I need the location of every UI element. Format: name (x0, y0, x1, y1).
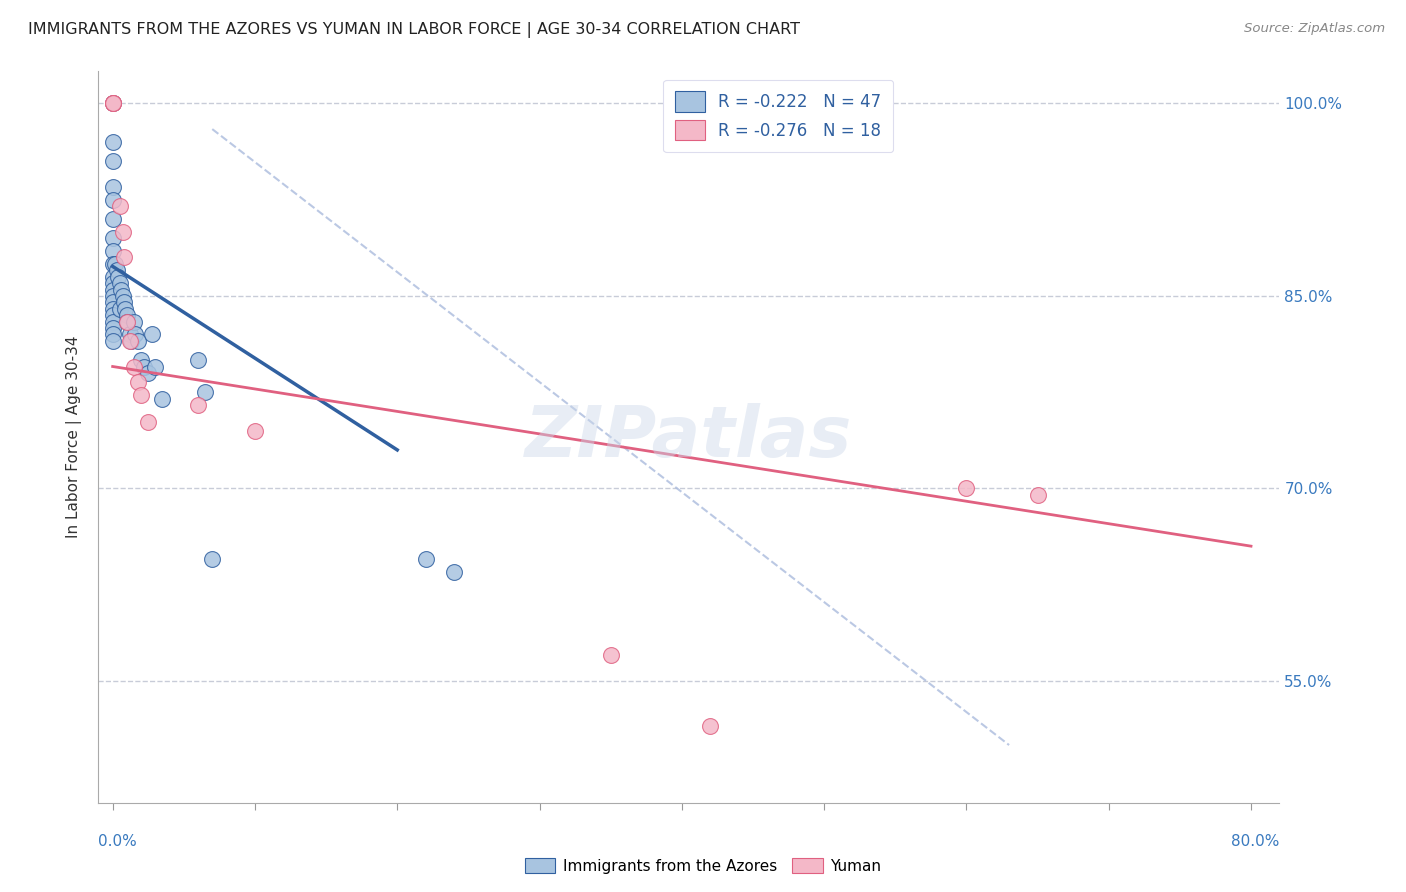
Point (114, 301, 136, 316)
Point (101, 96, 124, 111)
Text: Source: ZipAtlas.com: Source: ZipAtlas.com (1244, 22, 1385, 36)
Point (101, 321, 124, 335)
Legend: Immigrants from the Azores, Yuman: Immigrants from the Azores, Yuman (519, 852, 887, 880)
Text: ZIPatlas: ZIPatlas (526, 402, 852, 472)
Point (152, 392, 174, 406)
Point (101, 211, 124, 226)
Point (129, 353, 152, 368)
Point (127, 334, 149, 348)
Point (101, 308, 124, 322)
Point (112, 251, 135, 265)
Point (127, 375, 149, 389)
Point (243, 424, 266, 438)
Point (122, 315, 145, 329)
Point (201, 552, 224, 566)
Point (115, 308, 138, 322)
Legend: R = -0.222   N = 47, R = -0.276   N = 18: R = -0.222 N = 47, R = -0.276 N = 18 (664, 79, 893, 152)
Point (105, 263, 128, 277)
Point (101, 315, 124, 329)
Point (194, 385, 217, 400)
Point (101, 96, 124, 111)
Point (120, 334, 142, 348)
Point (101, 135, 124, 149)
Point (129, 388, 152, 402)
Point (124, 327, 146, 342)
Point (101, 154, 124, 169)
Point (101, 179, 124, 194)
Point (699, 719, 721, 733)
Point (122, 359, 145, 374)
Text: 0.0%: 0.0% (98, 834, 138, 849)
Point (101, 334, 124, 348)
Point (443, 565, 465, 579)
Point (187, 398, 209, 412)
Point (112, 295, 135, 310)
Point (108, 199, 131, 213)
Point (187, 353, 209, 368)
Point (132, 359, 155, 374)
Point (101, 301, 124, 316)
Point (143, 359, 166, 374)
Point (101, 283, 124, 297)
Point (101, 96, 124, 111)
Point (118, 327, 141, 342)
Point (101, 327, 124, 342)
Y-axis label: In Labor Force | Age 30-34: In Labor Force | Age 30-34 (66, 335, 83, 539)
Point (104, 257, 127, 271)
Point (955, 482, 977, 496)
Point (101, 295, 124, 310)
Point (111, 225, 134, 239)
Point (415, 552, 437, 566)
Point (108, 301, 131, 316)
Point (1026, 488, 1049, 502)
Point (101, 193, 124, 207)
Point (101, 231, 124, 245)
Point (111, 289, 134, 303)
Point (599, 648, 621, 663)
Point (115, 315, 138, 329)
Point (101, 257, 124, 271)
Point (107, 269, 129, 284)
Point (136, 415, 159, 429)
Text: 80.0%: 80.0% (1232, 834, 1279, 849)
Point (101, 244, 124, 258)
Point (118, 334, 141, 348)
Point (101, 96, 124, 111)
Point (108, 276, 131, 290)
Point (141, 327, 163, 342)
Point (101, 276, 124, 290)
Text: IMMIGRANTS FROM THE AZORES VS YUMAN IN LABOR FORCE | AGE 30-34 CORRELATION CHART: IMMIGRANTS FROM THE AZORES VS YUMAN IN L… (28, 22, 800, 38)
Point (101, 269, 124, 284)
Point (136, 366, 159, 380)
Point (115, 315, 138, 329)
Point (101, 289, 124, 303)
Point (110, 283, 132, 297)
